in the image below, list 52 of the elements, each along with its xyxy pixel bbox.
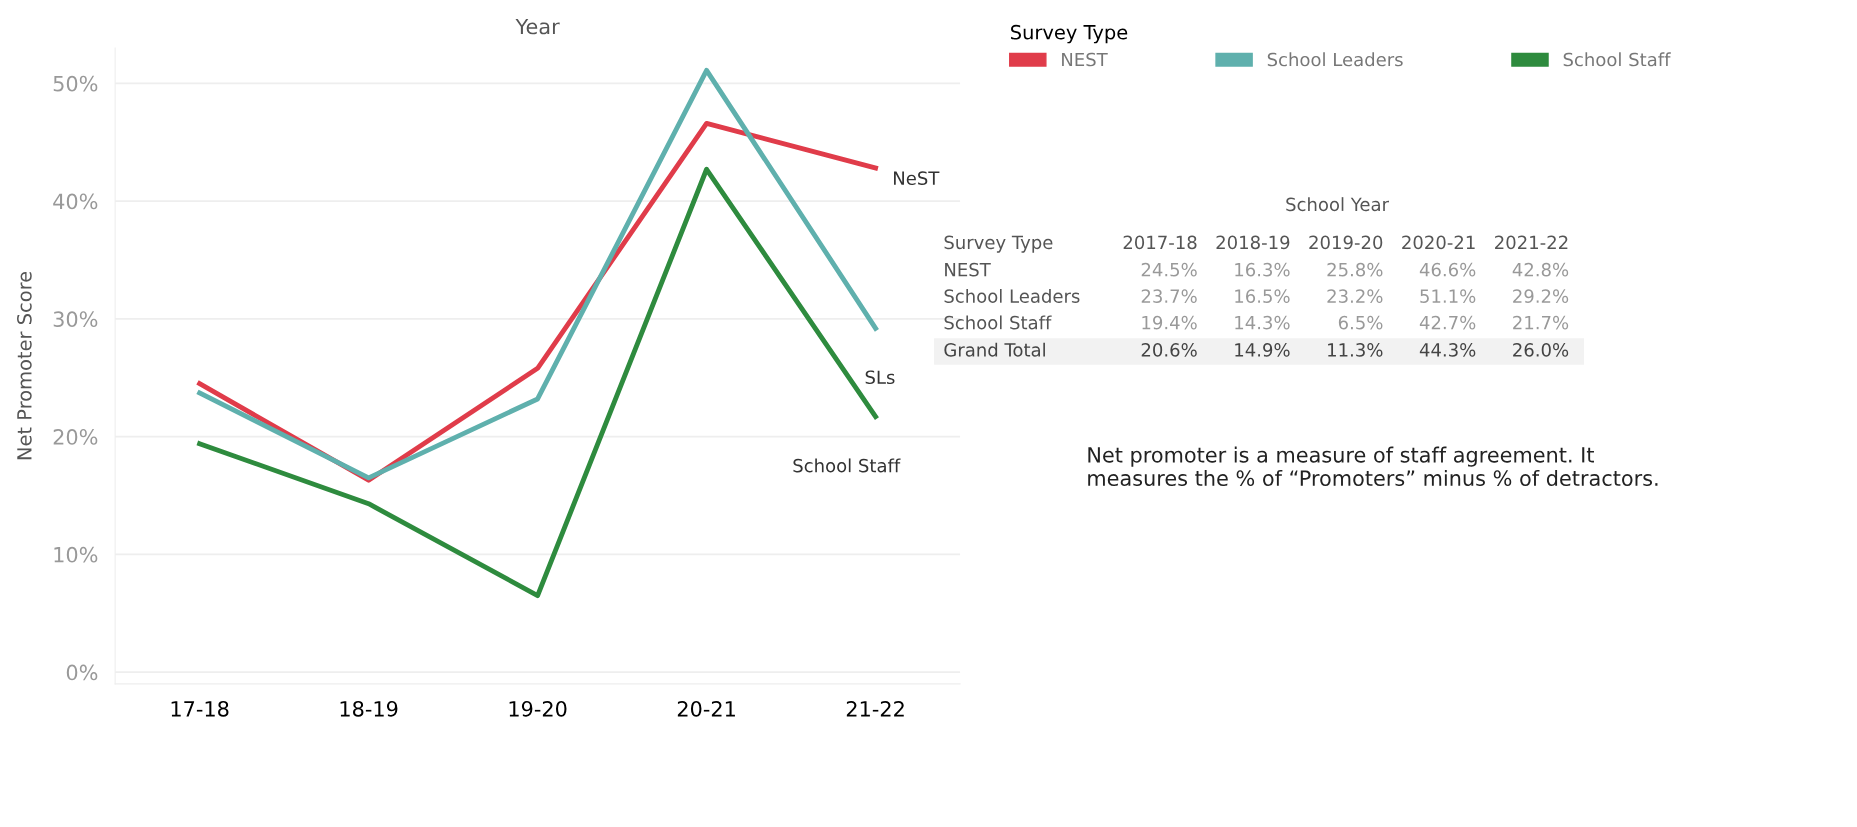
- x-tick-label: 17-18: [171, 700, 229, 717]
- text: 16.5%: [1235, 289, 1290, 303]
- y-tick-label: 0%: [66, 664, 98, 681]
- x-tick-label: 21-22: [846, 700, 904, 717]
- text: 2020-21: [1402, 235, 1475, 250]
- x-tick-label: 19-20: [509, 700, 567, 717]
- text: 21.7%: [1513, 315, 1569, 330]
- x-tick-label: 18-19: [340, 700, 398, 717]
- text: Net promoter is a measure of staff agreement. It measures the % of “Promoters” minus % of detractors.: [1088, 446, 1658, 487]
- text: NEST: [945, 262, 991, 277]
- text: 14.9%: [1235, 343, 1290, 357]
- y-tick-label: 40%: [53, 193, 98, 210]
- text: 2021-22: [1495, 235, 1568, 250]
- text: School Staff: [944, 315, 1052, 330]
- annotation: SLs: [865, 370, 895, 385]
- chart-title: Year: [515, 18, 560, 35]
- text: 42.8%: [1512, 262, 1569, 277]
- text: Survey Type: [1011, 24, 1128, 44]
- y-axis-title: Net Promoter Score: [17, 271, 32, 460]
- text: 2018-19: [1216, 235, 1290, 250]
- text: 2017-18: [1123, 235, 1197, 250]
- legend-label: School Leaders: [1267, 52, 1403, 67]
- text: 2019-20: [1309, 235, 1383, 250]
- annotation: School Staff: [793, 458, 901, 473]
- y-tick-label: 30%: [53, 311, 98, 328]
- annotation: NeST: [894, 171, 940, 186]
- text: 23.7%: [1141, 289, 1197, 303]
- text: 44.3%: [1419, 343, 1476, 357]
- text: 51.1%: [1420, 289, 1476, 303]
- text: 11.3%: [1328, 343, 1383, 357]
- text: 16.3%: [1235, 262, 1290, 277]
- text: 6.5%: [1338, 315, 1383, 330]
- text: 42.7%: [1419, 315, 1476, 330]
- text: 20.6%: [1141, 343, 1197, 357]
- text: School Leaders: [944, 288, 1080, 303]
- text: 46.6%: [1419, 262, 1476, 277]
- text: 25.8%: [1327, 262, 1383, 277]
- text: 14.3%: [1235, 315, 1290, 330]
- text: 29.2%: [1513, 289, 1569, 303]
- text: School Year: [1286, 197, 1389, 212]
- text: 24.5%: [1141, 262, 1197, 277]
- text: 23.2%: [1327, 289, 1383, 303]
- legend-label: NEST: [1062, 52, 1108, 67]
- text: 19.4%: [1142, 315, 1197, 330]
- y-tick-label: 50%: [53, 75, 98, 92]
- legend-label: School Staff: [1563, 52, 1671, 67]
- annotation: Grand Total: [944, 342, 1045, 357]
- text: 26.0%: [1513, 343, 1569, 357]
- legend-title: Survey Type: [944, 235, 1053, 253]
- y-tick-label: 20%: [53, 429, 98, 445]
- y-tick-label: 10%: [54, 546, 98, 563]
- x-tick-label: 20-21: [677, 700, 735, 717]
